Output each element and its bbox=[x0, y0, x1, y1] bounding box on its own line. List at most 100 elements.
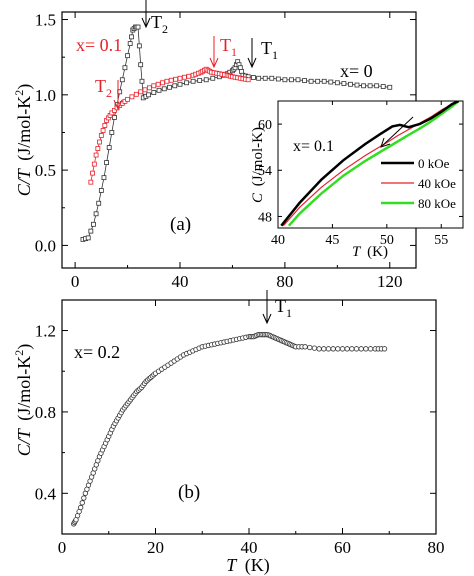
series-x01-point bbox=[164, 78, 170, 84]
inset-ylabel: C (J/mol-K) bbox=[250, 127, 266, 203]
series-x0-point bbox=[167, 84, 172, 90]
t2-black-label: T2 bbox=[151, 12, 168, 36]
panel-b-xlabel: T (K) bbox=[226, 555, 270, 576]
inset-series-40-koe bbox=[282, 101, 459, 227]
series-x0-point bbox=[139, 78, 145, 84]
series-x02-point bbox=[330, 346, 336, 352]
panel-a-ytick-label: 1.5 bbox=[35, 10, 56, 29]
inset-arrow bbox=[381, 116, 414, 147]
panel-a-xtick-label: 80 bbox=[276, 272, 293, 291]
t1-red-label: T1 bbox=[220, 35, 237, 59]
inset-xtick-label: 50 bbox=[380, 233, 394, 248]
annotation-t1-red: T1 bbox=[209, 35, 237, 69]
series-x02-point bbox=[307, 344, 313, 351]
t1-b-label: T1 bbox=[275, 296, 292, 320]
series-x01-point bbox=[245, 77, 251, 83]
series-x0-point bbox=[387, 84, 393, 90]
series-x02-point bbox=[339, 346, 346, 352]
series-x01-point bbox=[173, 76, 179, 82]
series-x0-point bbox=[112, 115, 117, 120]
series-x0-point bbox=[93, 211, 99, 217]
series-x02-point bbox=[358, 346, 364, 352]
annotation-t2-red: T2 bbox=[95, 76, 123, 111]
panel-b-ytick-label: 0.4 bbox=[35, 484, 57, 503]
annotation-t1-b: T1 bbox=[262, 290, 292, 325]
panel-b-xtick-label: 0 bbox=[58, 538, 67, 557]
inset-axes: 40 45 50 55 48 54 60 bbox=[258, 101, 463, 248]
series-x01-point bbox=[160, 80, 165, 86]
series-x0-point bbox=[348, 81, 353, 87]
series-x01-point bbox=[90, 170, 95, 176]
series-x0-point bbox=[203, 77, 209, 83]
panel-b-ytick-label: 0.8 bbox=[35, 403, 56, 422]
series-x0-point bbox=[210, 75, 216, 81]
legend-label-2: 80 kOe bbox=[418, 196, 456, 211]
series-x0-point bbox=[136, 43, 142, 49]
arrowhead-t2-red bbox=[113, 99, 123, 111]
series-x0-point bbox=[96, 200, 102, 206]
panel-a-xtick-label: 120 bbox=[377, 272, 403, 291]
series-x0-point bbox=[328, 79, 334, 85]
series-x0-point bbox=[91, 221, 96, 227]
panel-b-series-x02 bbox=[71, 331, 388, 527]
arrowhead-t1-black bbox=[247, 57, 257, 69]
series-x01-point bbox=[109, 110, 115, 116]
series-x0-point bbox=[302, 78, 307, 83]
series-x02-point bbox=[311, 345, 318, 351]
series-x0-point bbox=[256, 75, 262, 81]
series-x0-point bbox=[172, 83, 178, 89]
inset-arrowhead bbox=[380, 137, 391, 148]
series-x0-point bbox=[138, 62, 144, 68]
series-x0-point bbox=[184, 80, 189, 86]
series-x0-point bbox=[262, 75, 268, 81]
panel-a-xtick-label: 0 bbox=[71, 272, 80, 291]
panel-a-ytick-label: 0.0 bbox=[35, 236, 56, 255]
series-x0-point bbox=[135, 24, 141, 30]
series-x0-point bbox=[315, 78, 321, 84]
series-x01-point bbox=[125, 96, 130, 102]
series-x01-point bbox=[147, 85, 152, 91]
series-x02-point bbox=[321, 346, 327, 352]
inset-ytick-label: 48 bbox=[258, 210, 272, 225]
annotation-t2-black: T2 bbox=[141, 0, 168, 36]
series-x0-point bbox=[177, 81, 183, 87]
series-x0-point bbox=[367, 83, 373, 89]
series-x0-point bbox=[282, 77, 288, 83]
series-x02-point bbox=[344, 346, 350, 352]
inset-xtick-label: 40 bbox=[271, 233, 285, 248]
legend-label-1: 40 kOe bbox=[418, 176, 456, 191]
series-x01-point bbox=[177, 75, 183, 81]
panel-b-xtick-label: 80 bbox=[428, 538, 445, 557]
series-x0-point bbox=[98, 188, 104, 193]
series-x01-point bbox=[100, 128, 106, 133]
series-x0-point bbox=[334, 80, 340, 86]
series-x0-point bbox=[361, 83, 366, 89]
panel-a-ytick-label: 1.0 bbox=[35, 86, 56, 105]
series-x0-point bbox=[295, 77, 301, 83]
series-x01-point bbox=[102, 123, 108, 128]
inset-series-0-koe bbox=[280, 101, 460, 227]
arrowhead-t1-red bbox=[209, 57, 219, 69]
series-x01-point bbox=[151, 83, 157, 89]
series-x02-point bbox=[349, 346, 355, 352]
series-x01-point bbox=[168, 77, 174, 83]
series-x01-point bbox=[181, 74, 187, 80]
series-x01-point bbox=[112, 107, 117, 113]
t2-red-label: T2 bbox=[95, 76, 112, 100]
series-x01-point bbox=[138, 89, 144, 95]
series-x01-point bbox=[98, 133, 104, 138]
panel-a-series-x0 bbox=[80, 24, 393, 242]
series-x0-point bbox=[88, 228, 94, 234]
series-x02-point bbox=[381, 346, 388, 352]
panel-b-xtick-label: 40 bbox=[241, 538, 258, 557]
inset-series-80-koe bbox=[287, 101, 460, 227]
series-x02-point bbox=[325, 346, 332, 352]
t1-black-label: T1 bbox=[261, 38, 278, 62]
panel-b: 0 20 40 60 800.40.81.2 C/T (J/mol-K2) T (K) … bbox=[12, 290, 445, 576]
series-x01-point bbox=[133, 91, 139, 97]
series-x02-point bbox=[79, 500, 85, 506]
series-x01-point bbox=[91, 161, 97, 167]
annotation-t1-black: T1 bbox=[247, 38, 278, 69]
